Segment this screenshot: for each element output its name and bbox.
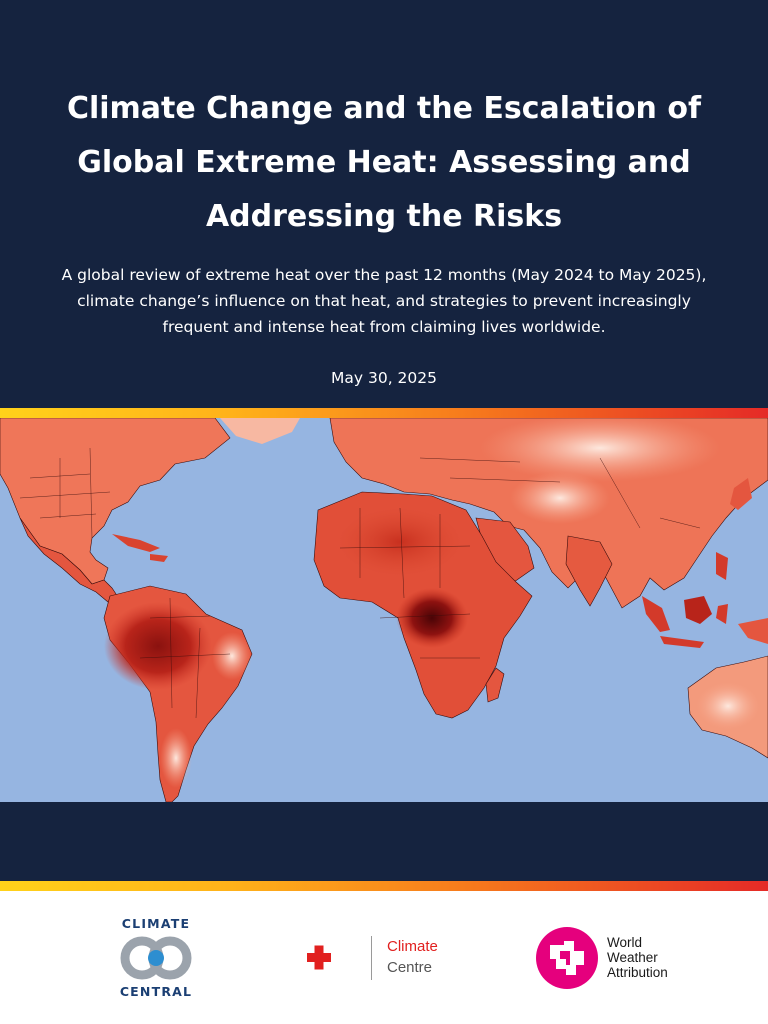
gradient-stripe-bottom bbox=[0, 881, 768, 891]
world-heat-map bbox=[0, 418, 768, 802]
report-date: May 30, 2025 bbox=[331, 369, 437, 387]
red-cross-crescent-icon bbox=[307, 944, 355, 972]
climate-centre-line1: Climate bbox=[387, 938, 438, 955]
climate-central-line1: CLIMATE bbox=[121, 916, 191, 931]
congo-hotspot bbox=[396, 588, 468, 648]
india bbox=[565, 535, 613, 607]
climate-centre-line2: Centre bbox=[387, 959, 433, 976]
new-guinea bbox=[738, 618, 768, 644]
wwa-line2: Weather bbox=[607, 950, 658, 965]
climate-central-logo[interactable]: CLIMATE CENTRAL bbox=[110, 916, 202, 1000]
patagonia-light bbox=[160, 728, 192, 788]
borneo bbox=[684, 596, 712, 624]
hispaniola bbox=[150, 554, 168, 562]
climate-central-line2: CENTRAL bbox=[119, 984, 193, 999]
wwa-line1: World bbox=[607, 935, 643, 950]
madagascar bbox=[485, 667, 505, 703]
cover-header: Climate Change and the Escalation of Glo… bbox=[0, 0, 768, 408]
sulawesi bbox=[716, 604, 728, 624]
japan bbox=[730, 478, 752, 510]
philippines bbox=[716, 552, 728, 580]
indonesia-west bbox=[642, 596, 670, 632]
wwa-wordmark: World Weather Attribution bbox=[607, 935, 668, 980]
gradient-stripe-top bbox=[0, 408, 768, 418]
cuba bbox=[112, 534, 160, 552]
climate-centre-wordmark: Climate Centre bbox=[387, 936, 438, 978]
central-asia-light bbox=[510, 472, 610, 524]
amazon-hotspot bbox=[104, 602, 212, 690]
report-subtitle: A global review of extreme heat over the… bbox=[61, 266, 707, 336]
wwa-line3: Attribution bbox=[607, 965, 668, 980]
java bbox=[660, 636, 704, 648]
partner-logos-footer: CLIMATE CENTRAL Climate Centre bbox=[0, 891, 768, 1024]
world-weather-attribution-logo[interactable]: World Weather Attribution bbox=[536, 927, 696, 989]
country-borders bbox=[19, 447, 701, 719]
sahara-hotspot bbox=[338, 508, 462, 576]
climate-centre-divider bbox=[371, 936, 372, 980]
lower-dark-band bbox=[0, 802, 768, 881]
greenland bbox=[220, 418, 300, 444]
climate-central-rings-icon bbox=[120, 936, 192, 980]
siberia-light bbox=[480, 418, 720, 482]
climate-centre-logo[interactable]: Climate Centre bbox=[305, 936, 455, 980]
brazil-east-light bbox=[212, 632, 252, 680]
wwa-emblem-icon bbox=[536, 927, 598, 989]
report-title: Climate Change and the Escalation of Glo… bbox=[66, 91, 702, 234]
australia-interior-light bbox=[696, 682, 760, 730]
